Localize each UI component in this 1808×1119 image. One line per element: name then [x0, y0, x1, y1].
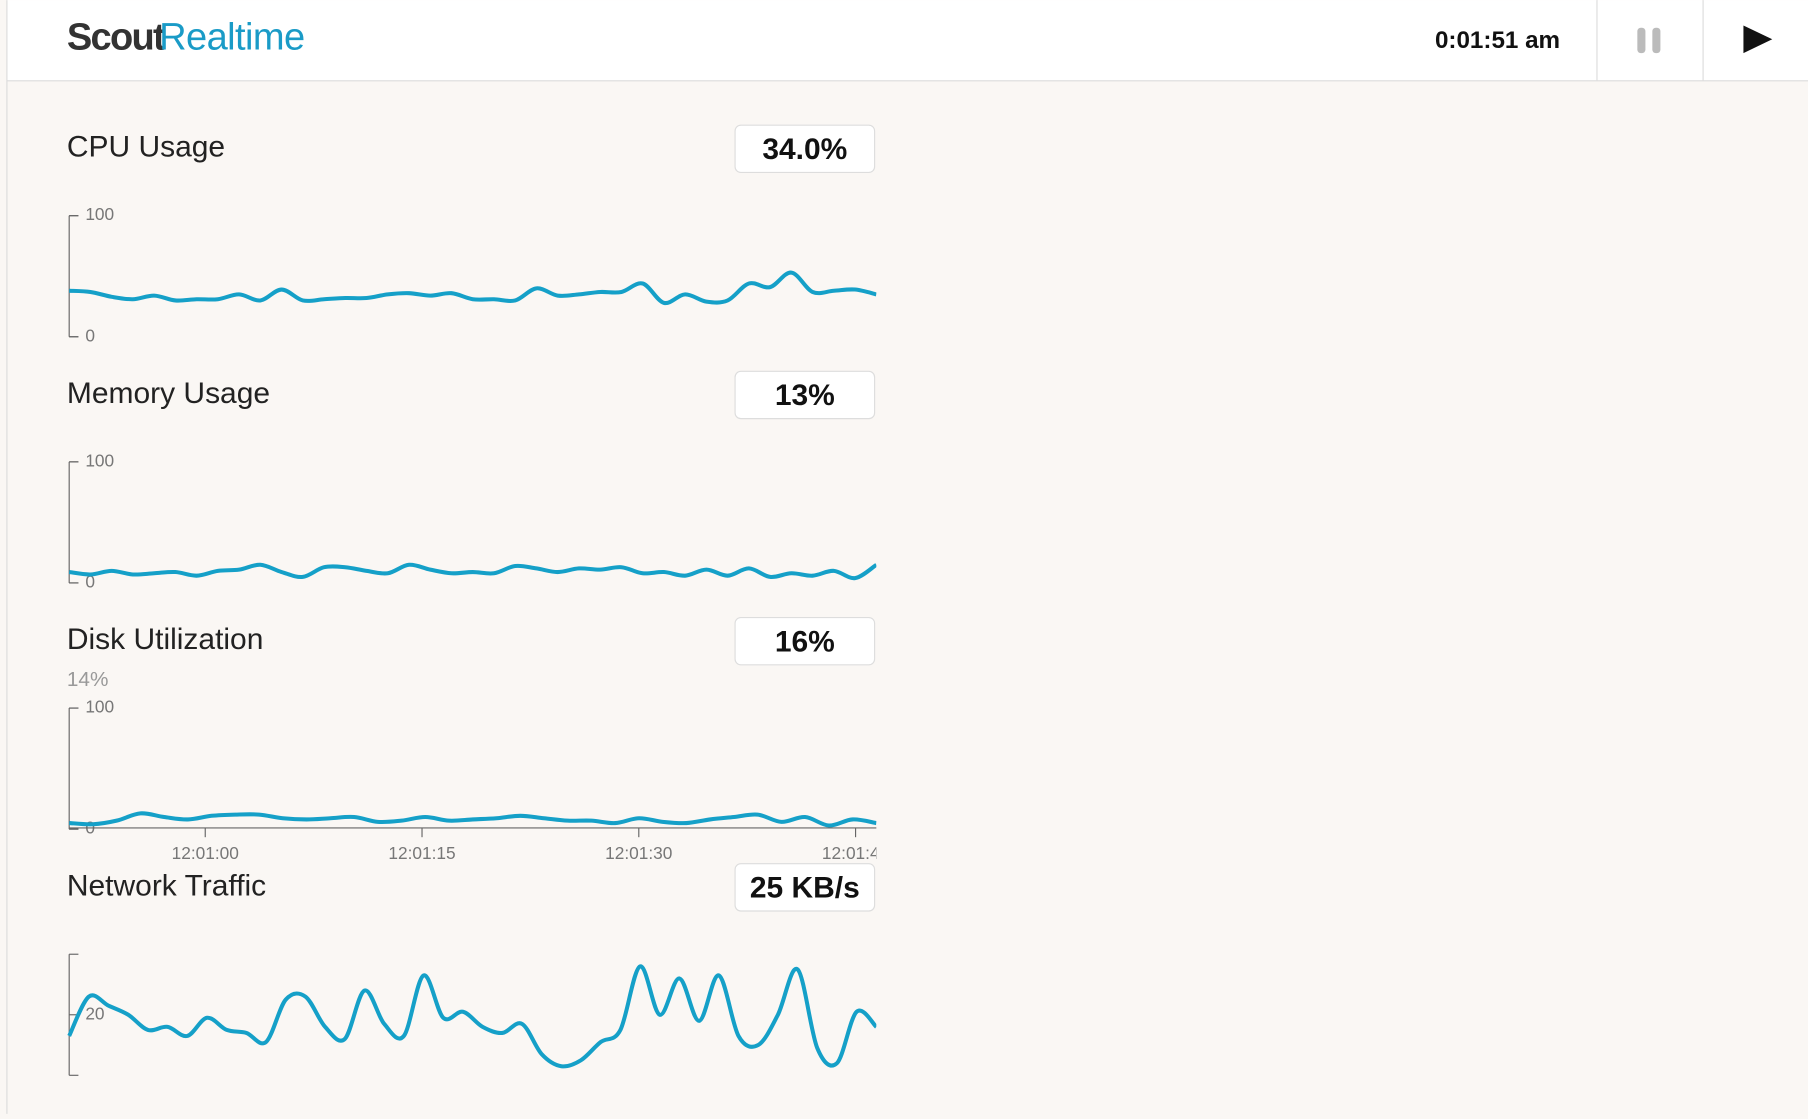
series-line	[69, 811, 877, 828]
series-line	[69, 270, 877, 306]
panel-title: Memory Usage	[67, 377, 270, 410]
pause-button[interactable]	[1637, 27, 1661, 54]
x-tick-label: 12:01:15	[388, 843, 455, 863]
value-box	[734, 124, 876, 174]
logo-scout: Scout	[67, 16, 166, 58]
y-tick-label: 0	[85, 572, 95, 592]
panel-title: Disk Utilization	[67, 623, 264, 656]
current-value: 13%	[775, 379, 835, 412]
y-tick-label: 100	[85, 697, 114, 717]
pause-bar	[1652, 27, 1661, 54]
x-tick-label: 12:01:45	[822, 843, 889, 863]
value-box	[734, 370, 876, 420]
clock: 0:01:51 am	[1435, 27, 1560, 54]
panel-subtitle: 14%	[67, 668, 109, 691]
x-tick-label: 12:01:30	[605, 843, 672, 863]
y-tick-label: 20	[85, 1003, 104, 1023]
current-value: 34.0%	[762, 133, 847, 166]
play-button[interactable]	[1743, 25, 1773, 54]
panel-title: CPU Usage	[67, 131, 225, 164]
value-box	[734, 863, 876, 912]
series-line	[67, 964, 877, 1069]
current-value: 25 KB/s	[750, 872, 860, 905]
y-tick-label: 0	[85, 325, 95, 345]
pause-bar	[1637, 27, 1646, 54]
logo-realtime: Realtime	[159, 16, 305, 58]
header-bar	[6, 0, 1808, 81]
value-box	[734, 616, 876, 666]
panel-title: Network Traffic	[67, 869, 266, 902]
y-tick-label: 100	[85, 450, 114, 470]
current-value: 16%	[775, 625, 835, 658]
series-line	[68, 562, 877, 581]
y-tick-label: 100	[85, 204, 114, 224]
x-tick-label: 12:01:00	[172, 843, 239, 863]
